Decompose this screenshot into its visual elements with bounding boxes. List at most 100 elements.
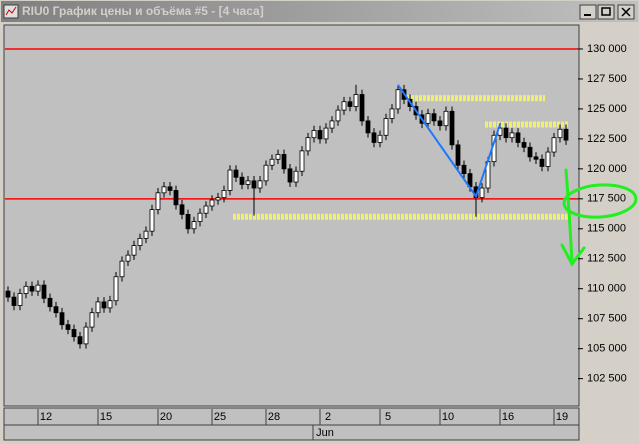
candle-body — [107, 300, 113, 309]
candle-body — [149, 209, 155, 232]
candle-body — [263, 164, 269, 182]
x-tick-label: 20 — [160, 411, 172, 423]
candle-body — [269, 158, 275, 166]
y-tick-label: 120 000 — [587, 163, 627, 175]
y-tick-label: 115 000 — [587, 223, 626, 235]
candle-body — [383, 118, 389, 136]
candle-body — [185, 214, 191, 230]
candle-body — [179, 204, 185, 215]
y-tick-label: 117 500 — [587, 193, 626, 205]
candle-body — [197, 212, 203, 222]
candle-body — [167, 186, 173, 191]
candle-body — [449, 110, 455, 146]
title-bar[interactable] — [1, 1, 638, 22]
candle-body — [227, 169, 233, 191]
hand-ellipse — [562, 183, 638, 219]
month-label: Jun — [316, 427, 334, 439]
candle-body — [47, 297, 53, 308]
y-tick-label: 105 000 — [587, 343, 627, 355]
x-tick-label: 2 — [325, 411, 331, 423]
candle-body — [365, 120, 371, 134]
candle-body — [59, 312, 65, 326]
candle-body — [395, 89, 401, 110]
x-tick-label: 16 — [502, 411, 514, 423]
minimize-button[interactable] — [579, 4, 597, 20]
chart: 102 500 105 000 107 500 110 000 112 500 115 0… — [5, 43, 627, 440]
candle-body — [71, 329, 77, 338]
candle-body — [299, 150, 305, 172]
candle-body — [281, 154, 287, 170]
candle-body — [221, 190, 227, 199]
y-tick-label: 110 000 — [587, 283, 626, 295]
candle-body — [293, 170, 299, 183]
y-tick-label: 125 000 — [587, 103, 627, 115]
candle-body — [23, 285, 29, 294]
candle-body — [161, 186, 167, 194]
candle-body — [95, 301, 101, 314]
candle-body — [251, 180, 257, 189]
candle-body — [335, 109, 341, 122]
close-glyph — [621, 7, 631, 17]
window-icon-glyph — [5, 6, 17, 16]
candle-body — [323, 127, 329, 140]
candle-body — [437, 120, 443, 127]
candle-body — [275, 154, 281, 160]
candle-body — [101, 301, 107, 309]
candle-body — [317, 130, 323, 140]
candle-body — [209, 199, 215, 207]
candle-body — [371, 132, 377, 143]
x-tick-label: 28 — [268, 411, 280, 423]
candle-body — [35, 284, 41, 292]
y-tick-label: 107 500 — [587, 313, 627, 325]
candle-body — [17, 293, 23, 306]
candle-body — [83, 326, 89, 345]
candle-body — [341, 101, 347, 111]
candle-body — [41, 284, 47, 299]
candle-body — [173, 190, 179, 206]
candle-body — [233, 169, 239, 178]
candle-body — [545, 151, 551, 167]
hand-arrow-shaft — [564, 168, 574, 264]
y-tick-label: 112 500 — [587, 253, 626, 265]
candle-body — [503, 127, 509, 139]
candle-body — [557, 128, 563, 139]
x-tick-label: 12 — [40, 411, 52, 423]
x-tick-label: 19 — [556, 411, 568, 423]
candle-body — [125, 254, 131, 262]
candle-body — [509, 132, 515, 139]
candle-body — [29, 285, 35, 292]
candle-body — [347, 101, 353, 107]
candle-body — [539, 158, 545, 167]
candle-body — [191, 221, 197, 230]
y-tick-label: 130 000 — [587, 43, 627, 55]
maximize-glyph — [601, 7, 611, 16]
candle-body — [257, 180, 263, 189]
candle-body — [155, 192, 161, 211]
candle-body — [203, 205, 209, 214]
candle-body — [239, 176, 245, 185]
candle-body — [425, 113, 431, 124]
x-tick-label: 5 — [385, 411, 391, 423]
candle-body — [521, 142, 527, 148]
x-axis-area — [3, 407, 580, 441]
candle-body — [215, 197, 221, 201]
x-tick-label: 25 — [214, 411, 226, 423]
y-tick-label: 122 500 — [587, 133, 627, 145]
maximize-button[interactable] — [597, 4, 615, 20]
candle-body — [329, 120, 335, 129]
candle-body — [53, 306, 59, 314]
candle-body — [245, 180, 251, 185]
candle-body — [137, 237, 143, 246]
y-tick-label: 127 500 — [587, 73, 627, 85]
candle-body — [77, 336, 83, 345]
candle-body — [461, 164, 467, 175]
window-buttons — [579, 4, 635, 20]
candle-body — [527, 146, 533, 158]
candle-body — [89, 312, 95, 328]
candle-body — [11, 296, 17, 306]
candle-body — [143, 230, 149, 239]
x-tick-label: 10 — [442, 411, 454, 423]
candle-body — [119, 260, 125, 278]
candle-body — [311, 130, 317, 139]
